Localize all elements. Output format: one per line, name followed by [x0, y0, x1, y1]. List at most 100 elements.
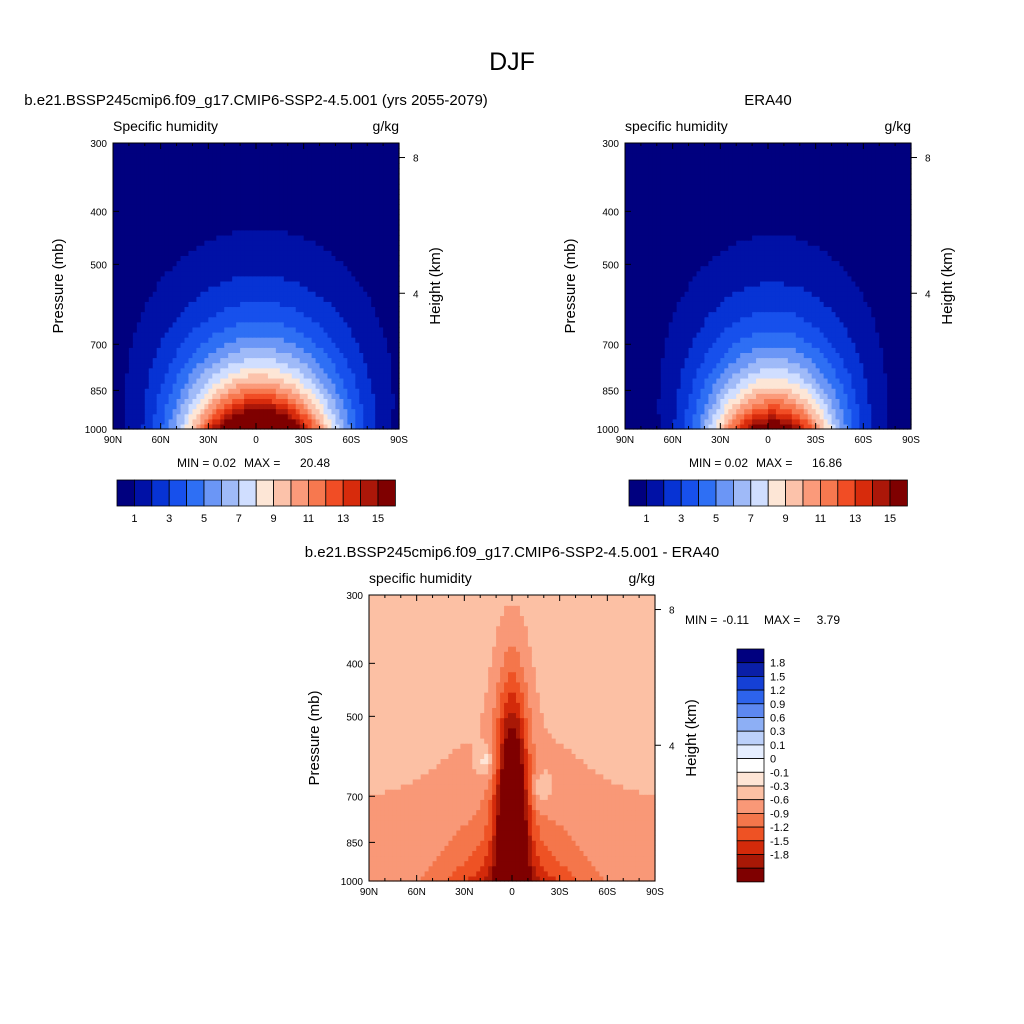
contour-cell [779, 423, 785, 430]
contour-cell [311, 311, 317, 318]
contour-cell [887, 367, 892, 374]
contour-cell [355, 383, 360, 389]
contour-cell [307, 204, 313, 210]
contour-cell [228, 316, 233, 323]
contour-cell [391, 194, 396, 200]
contour-cell [343, 357, 348, 364]
contour-cell [791, 367, 797, 374]
contour-cell [315, 275, 321, 282]
contour-cell [383, 342, 388, 348]
contour-cell [740, 388, 745, 394]
contour-cell [640, 377, 646, 384]
contour-cell [311, 240, 317, 246]
contour-cell [192, 357, 198, 364]
contour-cell [311, 352, 317, 359]
contour-cell [232, 326, 237, 333]
contour-cell [787, 418, 793, 425]
contour-cell [347, 194, 352, 200]
contour-cell [875, 418, 880, 425]
contour-cell [656, 393, 662, 399]
contour-cell [188, 301, 194, 308]
contour-cell [632, 388, 638, 394]
contour-cell [395, 311, 400, 318]
contour-cell [204, 286, 209, 292]
contour-cell [323, 316, 329, 323]
contour-cell [811, 383, 817, 389]
colorbar-box [186, 479, 205, 507]
contour-cell [152, 143, 158, 149]
contour-cell [184, 331, 190, 338]
contour-cell [256, 270, 261, 277]
contour-cell [375, 352, 380, 359]
contour-cell [295, 326, 301, 333]
contour-cell [395, 388, 400, 394]
contour-cell [335, 275, 341, 282]
contour-cell [748, 377, 753, 384]
contour-cell [208, 377, 213, 384]
contour-cell [271, 326, 277, 333]
contour-cell [851, 403, 856, 410]
contour-cell [248, 377, 253, 384]
contour-cell [172, 301, 178, 308]
contour-cell [200, 204, 205, 210]
contour-cell [212, 408, 217, 415]
contour-cell [116, 275, 122, 282]
contour-cell [140, 163, 146, 170]
contour-cell [113, 265, 118, 272]
contour-cell [132, 301, 138, 308]
contour-cell [224, 311, 229, 318]
contour-cell [319, 377, 325, 384]
contour-cell [267, 301, 273, 308]
contour-cell [263, 280, 269, 287]
contour-cell [152, 291, 158, 297]
contour-cell [815, 388, 821, 394]
contour-cell [815, 418, 821, 425]
contour-cell [152, 270, 158, 277]
contour-cell [383, 214, 388, 221]
contour-cell [335, 280, 341, 287]
contour-cell [708, 408, 713, 415]
contour-cell [391, 199, 396, 205]
contour-cell [383, 143, 388, 149]
contour-cell [116, 367, 122, 374]
contour-cell [208, 357, 213, 364]
contour-cell [192, 296, 198, 302]
contour-cell [395, 260, 400, 267]
contour-cell [240, 255, 245, 262]
contour-cell [180, 398, 186, 405]
panel1-title: b.e21.BSSP245cmip6.f09_g17.CMIP6-SSP2-4.… [24, 92, 488, 109]
contour-cell [124, 229, 130, 236]
contour-cell [347, 255, 352, 262]
contour-cell [172, 204, 178, 210]
contour-cell [339, 153, 344, 159]
contour-cell [783, 372, 789, 379]
contour-cell [855, 372, 860, 379]
contour-cell [160, 352, 166, 359]
contour-cell [132, 423, 138, 430]
contour-cell [152, 260, 158, 267]
contour-cell [736, 423, 741, 430]
contour-cell [387, 240, 392, 246]
contour-cell [395, 413, 400, 420]
contour-cell [752, 388, 757, 394]
contour-cell [168, 357, 174, 364]
contour-cell [156, 219, 162, 226]
contour-cell [212, 337, 217, 343]
contour-cell [327, 342, 333, 348]
contour-cell [644, 393, 650, 399]
contour-cell [136, 306, 142, 313]
contour-cell [176, 321, 182, 328]
contour-cell [267, 153, 273, 159]
contour-cell [156, 423, 162, 430]
contour-cell [244, 342, 249, 348]
contour-cell [331, 398, 337, 405]
contour-cell [236, 158, 241, 165]
contour-cell [184, 326, 190, 333]
contour-cell [319, 321, 325, 328]
contour-cell [188, 204, 194, 210]
contour-cell [216, 240, 221, 246]
contour-cell [764, 398, 769, 405]
contour-cell [144, 306, 150, 313]
contour-cell [124, 342, 130, 348]
contour-cell [228, 301, 233, 308]
